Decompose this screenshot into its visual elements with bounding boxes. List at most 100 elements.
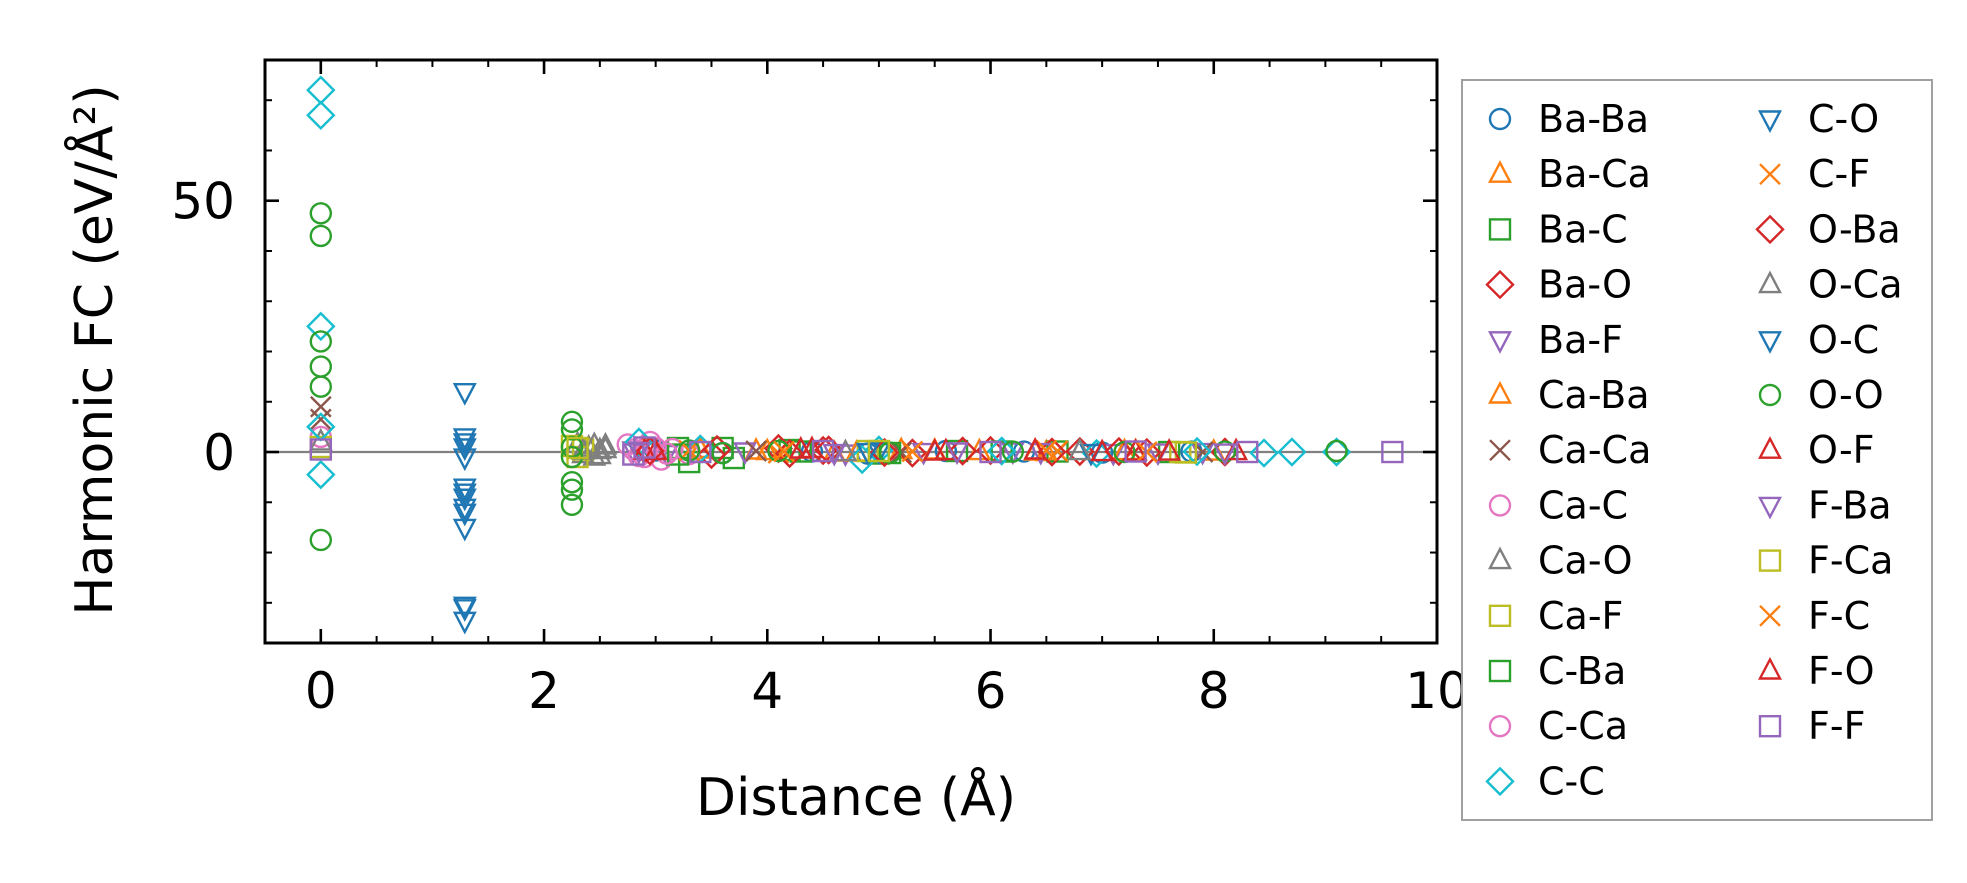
data-point xyxy=(755,437,780,461)
data-point xyxy=(1325,439,1348,463)
data-point xyxy=(986,436,1017,466)
data-point xyxy=(452,498,477,522)
legend-label: F-C xyxy=(1808,594,1870,638)
data-point xyxy=(566,436,589,460)
legend-label: C-Ca xyxy=(1538,704,1628,748)
data-point xyxy=(309,438,333,461)
data-point xyxy=(696,439,727,470)
data-point xyxy=(788,435,813,459)
legend-marker xyxy=(1488,218,1512,241)
legend-marker xyxy=(1758,436,1782,459)
data-point xyxy=(1182,436,1212,467)
legend-entry: Ba-Ba xyxy=(1488,97,1649,141)
data-point xyxy=(1104,436,1134,467)
legend-entry: O-F xyxy=(1758,428,1875,472)
x-tick-label: 8 xyxy=(1198,662,1230,720)
legend-label: Ba-Ca xyxy=(1538,152,1651,196)
legend-entry: Ba-C xyxy=(1488,207,1628,251)
data-point xyxy=(452,478,477,502)
series-o-o xyxy=(309,202,1348,552)
legend-marker xyxy=(1488,380,1512,404)
data-point xyxy=(1035,439,1058,462)
legend-label: F-O xyxy=(1808,649,1875,693)
legend-marker xyxy=(1485,269,1515,300)
legend-marker xyxy=(1758,715,1782,738)
data-point xyxy=(452,383,477,406)
legend-label: C-F xyxy=(1808,152,1870,196)
legend-entry: F-Ca xyxy=(1758,539,1893,583)
data-point xyxy=(633,436,656,459)
data-point xyxy=(306,459,336,490)
legend-entry: F-F xyxy=(1758,704,1865,748)
legend-marker xyxy=(1489,439,1511,462)
legend-label: Ca-O xyxy=(1538,539,1633,583)
y-tick-label: 50 xyxy=(171,173,235,231)
x-tick-label: 4 xyxy=(751,662,783,720)
legend-label: C-O xyxy=(1808,97,1879,141)
legend-marker xyxy=(1758,549,1782,572)
legend-entry: C-Ba xyxy=(1488,649,1626,693)
legend-marker xyxy=(1758,383,1782,407)
legend-label: Ca-F xyxy=(1538,594,1623,638)
legend-entry: C-Ca xyxy=(1488,704,1628,748)
legend-entry: Ca-F xyxy=(1488,594,1623,638)
data-points xyxy=(306,75,1404,635)
legend-entry: F-C xyxy=(1759,594,1870,638)
data-point xyxy=(560,493,584,516)
legend: Ba-Ba Ba-Ca Ba-C Ba-O Ba-F Ca-Ba Ca-Ca Ca-C Ca-O… xyxy=(1461,79,1933,821)
legend-entry: O-C xyxy=(1758,318,1879,362)
legend-entry: O-Ba xyxy=(1755,207,1901,251)
legend-label: Ca-Ca xyxy=(1538,428,1651,472)
data-point xyxy=(452,503,477,527)
data-point xyxy=(1067,437,1092,461)
legend-marker xyxy=(1488,546,1512,570)
data-point xyxy=(309,330,333,353)
data-point xyxy=(922,437,947,461)
x-tick-label: 0 xyxy=(305,662,337,720)
data-point xyxy=(582,442,607,466)
legend-marker xyxy=(1488,715,1512,738)
data-point xyxy=(1277,437,1307,467)
data-point xyxy=(1123,437,1148,461)
legend-marker xyxy=(1759,604,1781,627)
data-point xyxy=(811,439,835,463)
legend-label: O-O xyxy=(1808,373,1884,417)
data-point xyxy=(689,440,712,464)
data-point xyxy=(1023,436,1048,460)
data-point xyxy=(309,202,333,225)
axes-layer: 0 2 4 6 8 10 0 50 xyxy=(171,58,1469,720)
legend-entry: C-C xyxy=(1485,759,1605,803)
data-point xyxy=(643,437,668,461)
legend-label: F-F xyxy=(1808,704,1865,748)
legend-marker xyxy=(1759,163,1781,186)
legend-entry: Ba-O xyxy=(1485,263,1632,307)
data-point xyxy=(1236,440,1259,464)
legend-label: O-Ba xyxy=(1808,207,1901,251)
data-point xyxy=(732,442,757,466)
legend-marker xyxy=(1758,110,1782,134)
series-c-o xyxy=(452,383,1103,635)
x-tick-label: 10 xyxy=(1405,662,1469,720)
legend-entry: O-Ca xyxy=(1758,263,1903,307)
data-point xyxy=(975,435,1006,466)
data-point xyxy=(1090,438,1115,462)
legend-marker xyxy=(1488,331,1512,354)
data-point xyxy=(306,311,336,342)
legend-label: O-C xyxy=(1808,318,1879,362)
legend-label: Ba-Ba xyxy=(1538,97,1649,141)
x-axis-label: Distance (Å) xyxy=(696,766,1016,828)
legend-entry: Ca-C xyxy=(1488,483,1628,527)
data-point xyxy=(745,440,767,462)
data-point xyxy=(901,440,924,463)
legend-label: O-F xyxy=(1808,428,1875,472)
legend-marker xyxy=(1758,331,1782,354)
legend-marker xyxy=(1755,214,1785,245)
x-tick-label: 6 xyxy=(975,662,1007,720)
data-point xyxy=(666,443,690,466)
data-point xyxy=(1212,443,1237,467)
legend-marker xyxy=(1758,496,1782,520)
data-point xyxy=(560,410,584,434)
data-point xyxy=(452,483,477,507)
legend-marker xyxy=(1485,766,1515,797)
